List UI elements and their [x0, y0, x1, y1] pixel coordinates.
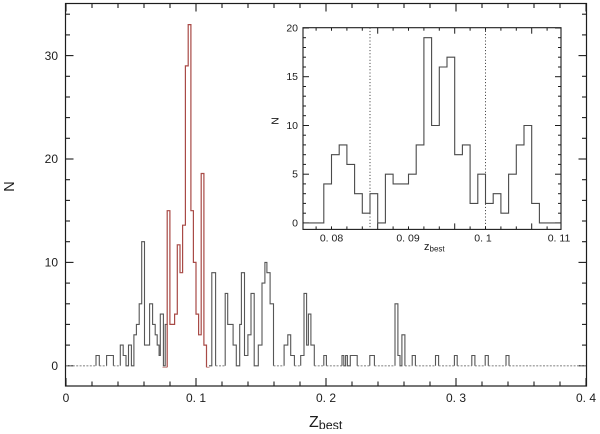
- svg-text:30: 30: [45, 49, 59, 63]
- svg-text:N: N: [270, 117, 282, 125]
- svg-text:0. 08: 0. 08: [320, 233, 344, 245]
- svg-text:10: 10: [45, 256, 59, 270]
- svg-text:0. 09: 0. 09: [396, 233, 420, 245]
- svg-text:0: 0: [292, 217, 298, 229]
- svg-text:20: 20: [45, 152, 59, 166]
- svg-text:5: 5: [292, 169, 298, 181]
- svg-text:0. 1: 0. 1: [474, 233, 492, 245]
- svg-text:zbest: zbest: [424, 241, 445, 254]
- svg-text:0: 0: [51, 359, 58, 373]
- svg-text:15: 15: [286, 71, 298, 83]
- svg-text:N: N: [2, 181, 18, 191]
- svg-text:0. 4: 0. 4: [576, 391, 596, 405]
- svg-text:20: 20: [286, 23, 298, 35]
- svg-text:10: 10: [286, 120, 298, 132]
- svg-text:0. 11: 0. 11: [548, 233, 571, 245]
- svg-text:0. 3: 0. 3: [446, 391, 466, 405]
- svg-text:0. 1: 0. 1: [186, 391, 206, 405]
- svg-text:0: 0: [63, 391, 70, 405]
- svg-text:0. 2: 0. 2: [316, 391, 336, 405]
